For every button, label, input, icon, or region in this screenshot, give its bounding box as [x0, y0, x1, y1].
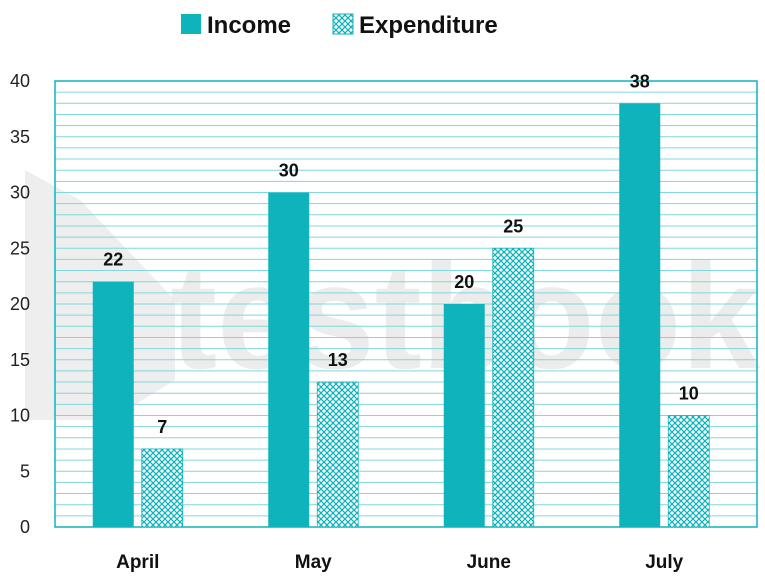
y-tick-label: 25: [10, 238, 30, 258]
data-label: 10: [679, 384, 699, 404]
bar-expenditure-july: [667, 415, 710, 528]
x-tick-label: June: [467, 552, 511, 573]
y-tick-label: 40: [10, 71, 30, 91]
y-tick-label: 35: [10, 127, 30, 147]
y-axis-ticks: 0 5 10 15 20 25 30 35 40: [10, 71, 30, 537]
bar-income-june: [443, 304, 485, 527]
y-tick-label: 5: [20, 461, 30, 481]
x-tick-label: July: [645, 552, 683, 573]
y-tick-label: 30: [10, 183, 30, 203]
x-axis-ticks: April May June July: [116, 552, 684, 573]
x-tick-label: May: [295, 552, 332, 573]
data-labels: 22 7 30 13 20 25 38 10: [103, 71, 699, 437]
data-label: 38: [630, 71, 650, 91]
bar-expenditure-april: [141, 448, 184, 528]
bar-expenditure-may: [316, 381, 359, 528]
data-label: 25: [503, 216, 523, 236]
plot-frame: [54, 80, 758, 528]
x-tick-label: April: [116, 552, 159, 573]
bars: [92, 103, 710, 528]
data-label: 30: [279, 161, 299, 181]
data-label: 22: [103, 250, 123, 270]
y-tick-label: 10: [10, 406, 30, 426]
y-tick-label: 20: [10, 294, 30, 314]
bar-expenditure-june: [492, 247, 535, 528]
legend-swatch-income: [181, 14, 201, 34]
legend-label-expenditure: Expenditure: [359, 12, 498, 39]
data-label: 20: [454, 272, 474, 292]
legend-label-income: Income: [207, 12, 291, 39]
bar-income-may: [268, 192, 310, 527]
bar-income-april: [92, 281, 134, 527]
bar-income-july: [619, 103, 661, 528]
data-label: 13: [328, 350, 348, 370]
legend: Income Expenditure: [181, 12, 498, 39]
data-label: 7: [157, 417, 167, 437]
y-tick-label: 0: [20, 517, 30, 537]
legend-swatch-expenditure: [332, 13, 354, 35]
y-tick-label: 15: [10, 350, 30, 370]
